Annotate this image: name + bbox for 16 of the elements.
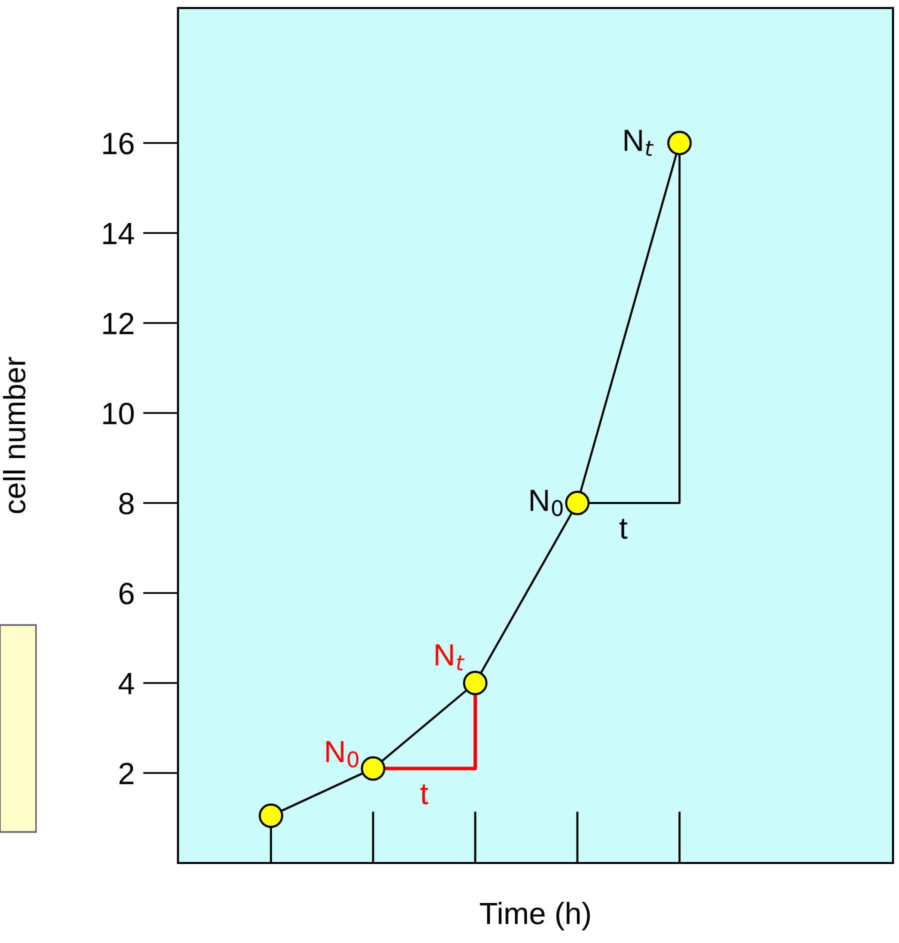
y-tick-label: 2 bbox=[119, 762, 134, 784]
y-tick-label: 12 bbox=[103, 312, 134, 334]
x-axis-title: Time (h) bbox=[480, 902, 590, 930]
annotation: t bbox=[620, 518, 628, 539]
annotation: N$_{0}$ bbox=[530, 490, 563, 516]
y-tick-label: 4 bbox=[118, 673, 134, 694]
y-tick-label: 10 bbox=[103, 402, 134, 424]
y-tick-label: 16 bbox=[103, 132, 134, 154]
y-tick-label: 6 bbox=[120, 582, 134, 604]
annotation: N$_{0}$ bbox=[326, 741, 358, 768]
y-tick-label: 14 bbox=[103, 223, 134, 244]
annotation: t bbox=[420, 784, 428, 804]
y-tick-label: 8 bbox=[119, 492, 134, 514]
annotation: N$_{t}$ bbox=[436, 644, 465, 670]
y-axis-title: cell number bbox=[3, 357, 26, 514]
annotation: N$_{t}$ bbox=[624, 130, 654, 156]
